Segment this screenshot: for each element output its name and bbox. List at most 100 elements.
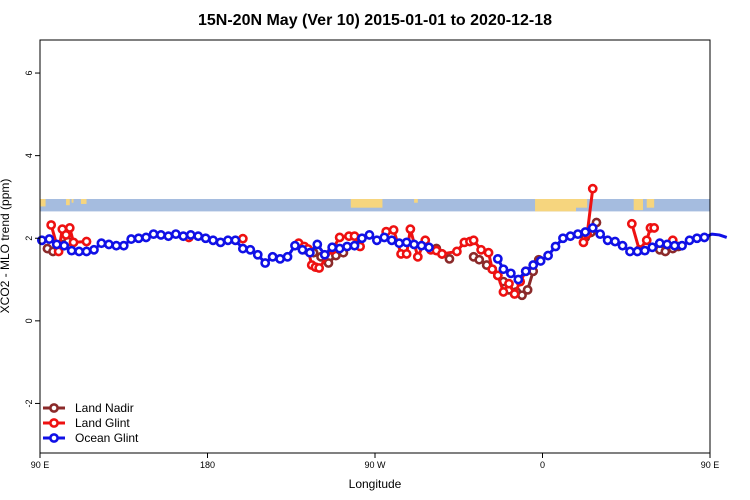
series-ocean-glint	[36, 223, 728, 285]
y-tick-label: -2	[24, 399, 34, 407]
data-point	[260, 258, 271, 268]
data-point	[267, 251, 278, 262]
series-layer	[36, 183, 728, 301]
data-point	[498, 287, 509, 297]
data-point	[185, 230, 196, 240]
legend-marker	[49, 433, 59, 443]
data-point	[405, 224, 416, 235]
data-point	[492, 253, 503, 264]
data-point	[513, 274, 524, 285]
data-point	[509, 289, 520, 299]
data-point	[74, 246, 84, 257]
data-point	[245, 244, 256, 255]
legend-marker	[49, 403, 59, 413]
land-patch	[80, 199, 87, 204]
data-point	[641, 235, 652, 246]
data-point	[68, 237, 79, 248]
y-tick-label: 2	[24, 236, 34, 241]
data-point	[602, 235, 613, 246]
data-point	[543, 250, 553, 261]
data-point	[297, 244, 308, 255]
data-point	[304, 247, 315, 258]
data-point	[550, 241, 561, 252]
data-point	[323, 258, 334, 268]
legend-label: Ocean Glint	[75, 431, 139, 445]
data-point	[504, 278, 514, 289]
data-point	[81, 246, 92, 257]
data-point	[215, 237, 226, 248]
data-point	[223, 235, 233, 246]
data-point	[46, 220, 57, 230]
data-point	[625, 246, 635, 257]
land-ocean-band	[40, 199, 710, 212]
legend-item: Land Glint	[43, 416, 130, 430]
data-point	[617, 240, 628, 251]
data-point	[312, 239, 323, 250]
data-point	[580, 227, 591, 237]
data-point	[662, 239, 673, 250]
data-point	[476, 244, 486, 255]
data-point	[626, 218, 637, 229]
x-tick-label: 90 W	[364, 460, 386, 470]
data-point	[51, 239, 62, 250]
legend-marker	[49, 418, 59, 428]
land-patch	[40, 199, 46, 207]
land-patch	[535, 199, 576, 212]
data-point	[61, 230, 71, 240]
data-point	[649, 223, 660, 233]
data-point	[386, 235, 397, 246]
data-point	[610, 236, 620, 247]
x-axis-label: Longitude	[349, 477, 402, 491]
data-point	[349, 231, 360, 242]
data-point	[126, 234, 137, 244]
chart-title: 15N-20N May (Ver 10) 2015-01-01 to 2020-…	[198, 12, 552, 29]
legend-item: Land Nadir	[43, 401, 134, 415]
y-tick-label: 4	[24, 153, 34, 158]
data-point	[314, 263, 325, 273]
x-tick-label: 90 E	[31, 460, 50, 470]
plot-frame	[39, 39, 711, 454]
data-point	[327, 242, 338, 253]
data-point	[654, 238, 665, 249]
data-point	[595, 229, 606, 240]
data-point	[178, 231, 189, 242]
data-point	[334, 232, 345, 243]
data-point	[282, 251, 293, 262]
data-point	[237, 243, 248, 254]
data-point	[424, 242, 434, 253]
land-patch	[646, 199, 655, 208]
data-point	[200, 233, 211, 244]
legend-label: Land Glint	[75, 416, 130, 430]
data-point	[118, 240, 129, 251]
data-point	[639, 245, 650, 256]
land-patch	[71, 199, 74, 203]
data-point	[103, 239, 114, 250]
data-point	[357, 233, 367, 244]
data-point	[587, 223, 598, 233]
x-tick-label: 0	[540, 460, 545, 470]
data-point	[401, 249, 412, 259]
data-point	[89, 244, 99, 255]
data-point	[371, 235, 382, 246]
data-point	[394, 238, 405, 249]
y-axis-label: XCO2 - MLO trend (ppm)	[0, 179, 12, 314]
data-point	[237, 233, 248, 244]
data-point	[364, 230, 375, 240]
data-point	[319, 249, 330, 260]
data-point	[290, 240, 300, 251]
land-patch	[66, 199, 70, 206]
y-tick-label: 0	[24, 318, 34, 323]
data-point	[520, 266, 531, 277]
land-patch	[414, 199, 418, 203]
data-point	[416, 240, 427, 251]
data-point	[193, 231, 204, 242]
y-tick-label: 6	[24, 71, 34, 76]
data-point	[669, 240, 680, 251]
data-point	[572, 229, 583, 240]
x-tick-label: 180	[200, 460, 215, 470]
data-point	[468, 235, 479, 246]
data-point	[64, 223, 75, 233]
data-point	[412, 251, 423, 262]
